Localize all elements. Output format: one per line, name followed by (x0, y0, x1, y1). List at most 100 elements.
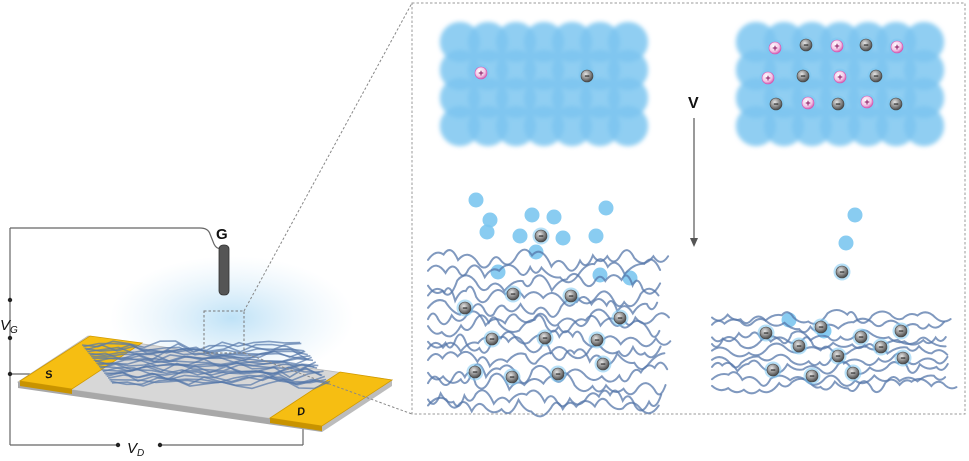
anion-sphere (835, 265, 849, 279)
gate-wire (10, 227, 223, 250)
anion-sphere (534, 229, 548, 243)
anion-sphere (805, 369, 819, 383)
anion-symbol: − (893, 99, 898, 109)
vd-label-main: V (127, 440, 139, 457)
channel-strand (94, 357, 314, 368)
polymer-strand (711, 309, 952, 325)
anion-symbol: − (489, 334, 494, 344)
electrolyte-droplet (847, 207, 863, 223)
channel-strand (97, 360, 317, 371)
anion-symbol: − (568, 291, 573, 301)
anion: − (483, 330, 501, 348)
gate-label: G (216, 226, 228, 243)
electrolyte-blob (579, 105, 621, 147)
anion-sphere (468, 365, 482, 379)
electrolyte-blob (467, 77, 509, 119)
anion-symbol: − (763, 328, 768, 338)
anion-sphere (759, 326, 773, 340)
anion-symbol: − (809, 371, 814, 381)
anion-symbol: − (796, 341, 801, 351)
electrolyte-blob (903, 21, 945, 63)
anion-symbol: − (818, 322, 823, 332)
anion-symbol: − (555, 369, 560, 379)
anion-sphere (580, 69, 594, 83)
electrolyte-blob (847, 105, 889, 147)
electrolyte-blob (607, 21, 649, 63)
anion-sphere (846, 366, 860, 380)
polymer-strand (427, 389, 663, 412)
cation: + (858, 93, 876, 111)
electrolyte-blob (903, 77, 945, 119)
cation-symbol: + (765, 73, 770, 83)
anion-symbol: − (509, 372, 514, 382)
gate-electrode (218, 244, 230, 296)
source-label: S (44, 368, 54, 381)
electrolyte-blob (495, 105, 537, 147)
electrolyte-blob (551, 105, 593, 147)
electrolyte-blob (439, 105, 481, 147)
anion-sphere (859, 38, 873, 52)
cation: + (831, 68, 849, 86)
zoom-region (203, 310, 245, 354)
anion-sphere (896, 351, 910, 365)
terminal-dot (7, 335, 13, 341)
anion: − (852, 328, 870, 346)
anion: − (536, 329, 554, 347)
anion: − (757, 324, 775, 342)
channel-strand (91, 352, 310, 362)
anion: − (503, 368, 521, 386)
electrolyte-blob (607, 49, 649, 91)
terminal-dot (7, 371, 13, 377)
electrolyte-blob (439, 49, 481, 91)
polymer-network-compact (711, 309, 958, 395)
drain-electrode-edge (270, 418, 322, 431)
cation-sphere (474, 66, 488, 80)
anion: − (767, 95, 785, 113)
electrolyte-droplet (524, 207, 540, 223)
polymer-strand (427, 272, 662, 296)
electrolyte-droplet (598, 200, 614, 216)
anion: − (794, 67, 812, 85)
cation-sphere (890, 40, 904, 54)
substrate-front (18, 382, 322, 432)
electrolyte-blob (467, 105, 509, 147)
anion: − (894, 349, 912, 367)
electrolyte-blob (607, 77, 649, 119)
anion-symbol: − (803, 40, 808, 50)
electrolyte-blob (523, 21, 565, 63)
anion: − (797, 36, 815, 54)
electrolyte-blob (439, 77, 481, 119)
zoom-line-bottom (243, 352, 413, 415)
electrolyte-blob (735, 21, 777, 63)
vd-label-sub: D (137, 448, 144, 459)
electrolyte-blob (467, 21, 509, 63)
anion: − (892, 322, 910, 340)
anion-symbol: − (773, 99, 778, 109)
anion-sphere (596, 357, 610, 371)
electrolyte-blob (735, 77, 777, 119)
anion-sphere (894, 324, 908, 338)
anion-sphere (458, 301, 472, 315)
anion: − (562, 287, 580, 305)
vg-label: VG (0, 317, 18, 336)
vg-label-sub: G (10, 325, 18, 336)
anion-symbol: − (800, 71, 805, 81)
free-electrolyte-droplets (468, 192, 863, 339)
electrolyte-blob (523, 105, 565, 147)
cation: + (828, 37, 846, 55)
anion-symbol: − (850, 368, 855, 378)
electrolyte-blob (495, 49, 537, 91)
anion-symbol: − (472, 367, 477, 377)
anion: − (504, 285, 522, 303)
cation-sphere (833, 70, 847, 84)
cation-sphere (761, 71, 775, 85)
channel-strand (104, 368, 323, 377)
electrolyte-blob (495, 77, 537, 119)
terminal-dot (157, 442, 163, 448)
anion: − (594, 355, 612, 373)
anion: − (466, 363, 484, 381)
anion-sphere (538, 331, 552, 345)
anion-sphere (564, 289, 578, 303)
anion-sphere (766, 363, 780, 377)
